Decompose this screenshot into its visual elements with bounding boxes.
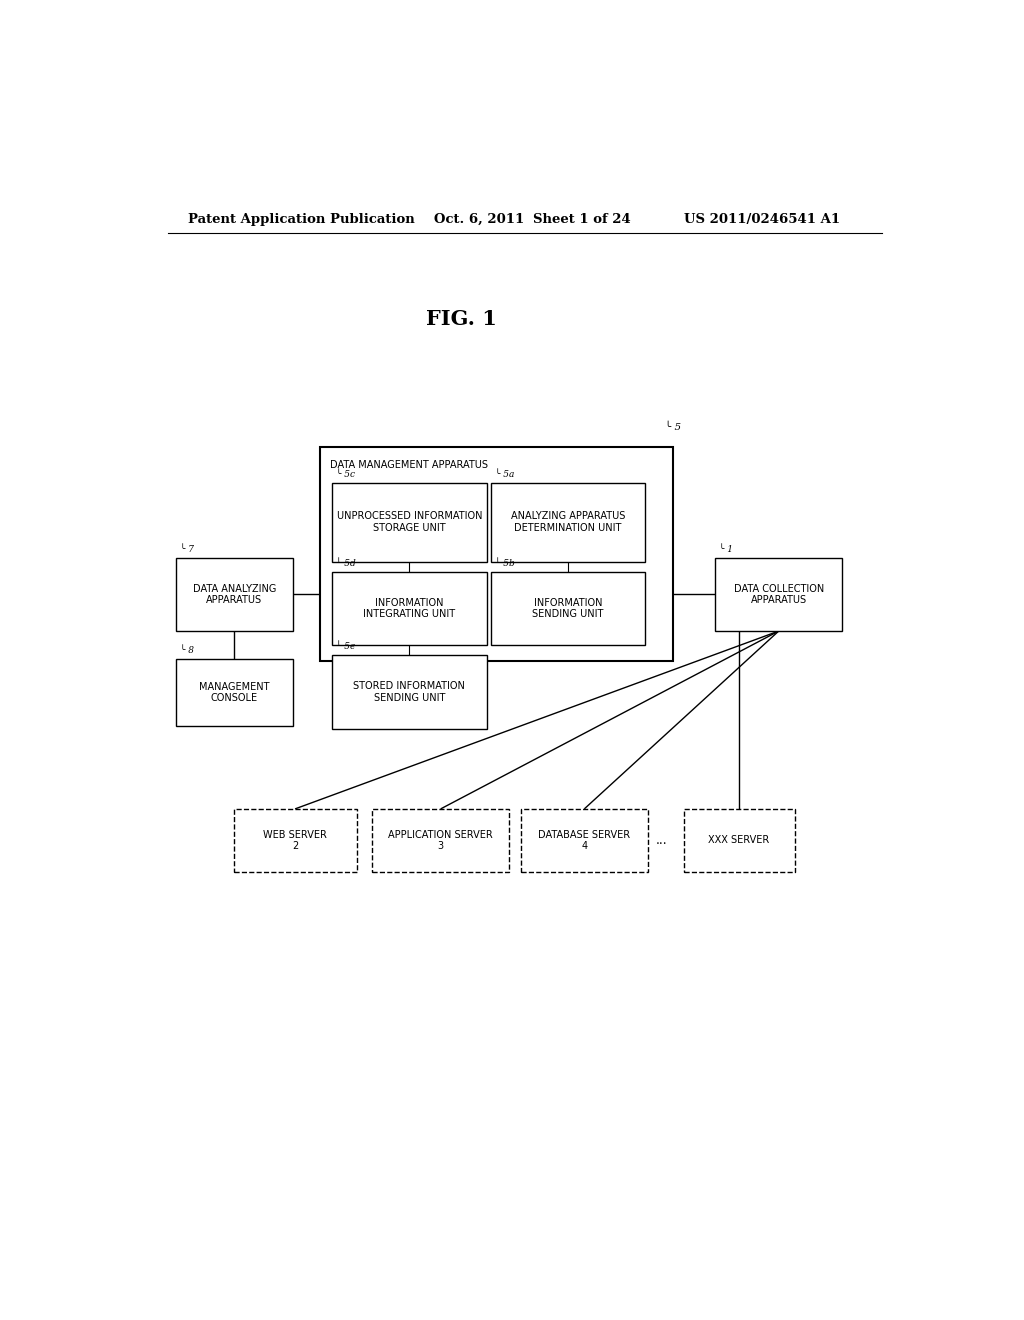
Bar: [521, 809, 648, 873]
Text: ANALYZING APPARATUS
DETERMINATION UNIT: ANALYZING APPARATUS DETERMINATION UNIT: [511, 511, 626, 533]
Text: Oct. 6, 2011: Oct. 6, 2011: [433, 213, 524, 226]
Text: APPLICATION SERVER
3: APPLICATION SERVER 3: [388, 829, 493, 851]
Text: Sheet 1 of 24: Sheet 1 of 24: [532, 213, 631, 226]
Bar: [715, 558, 842, 631]
Bar: [176, 558, 293, 631]
Text: STORED INFORMATION
SENDING UNIT: STORED INFORMATION SENDING UNIT: [353, 681, 465, 702]
Text: DATA COLLECTION
APPARATUS: DATA COLLECTION APPARATUS: [733, 583, 824, 606]
Text: INFORMATION
SENDING UNIT: INFORMATION SENDING UNIT: [532, 598, 604, 619]
Bar: [332, 656, 486, 729]
Text: ╰ 8: ╰ 8: [179, 647, 194, 656]
Text: WEB SERVER
2: WEB SERVER 2: [263, 829, 327, 851]
Text: DATA ANALYZING
APPARATUS: DATA ANALYZING APPARATUS: [193, 583, 276, 606]
Bar: [332, 483, 486, 562]
Text: DATABASE SERVER
4: DATABASE SERVER 4: [539, 829, 631, 851]
Text: XXX SERVER: XXX SERVER: [709, 836, 770, 845]
Text: ╰ 5d: ╰ 5d: [336, 558, 355, 568]
Bar: [490, 483, 645, 562]
Text: ╰ 5: ╰ 5: [666, 422, 681, 432]
Text: INFORMATION
INTEGRATING UNIT: INFORMATION INTEGRATING UNIT: [364, 598, 456, 619]
Text: ╰ 7: ╰ 7: [179, 545, 194, 554]
Text: ...: ...: [655, 834, 667, 847]
Bar: [373, 809, 509, 873]
Text: MANAGEMENT
CONSOLE: MANAGEMENT CONSOLE: [199, 681, 269, 704]
Bar: [176, 660, 293, 726]
Text: ╰ 5b: ╰ 5b: [495, 558, 514, 568]
Bar: [332, 572, 486, 645]
Text: ╰ 5c: ╰ 5c: [336, 470, 355, 479]
Text: ╰ 5e: ╰ 5e: [336, 643, 355, 651]
Text: FIG. 1: FIG. 1: [426, 309, 497, 329]
Bar: [684, 809, 795, 873]
Text: US 2011/0246541 A1: US 2011/0246541 A1: [684, 213, 840, 226]
Text: ╰ 1: ╰ 1: [719, 545, 733, 554]
Text: DATA MANAGEMENT APPARATUS: DATA MANAGEMENT APPARATUS: [330, 461, 487, 470]
Text: UNPROCESSED INFORMATION
STORAGE UNIT: UNPROCESSED INFORMATION STORAGE UNIT: [337, 511, 482, 533]
Bar: [321, 447, 673, 660]
Bar: [233, 809, 356, 873]
Text: Patent Application Publication: Patent Application Publication: [187, 213, 415, 226]
Text: ╰ 5a: ╰ 5a: [495, 470, 514, 479]
Bar: [490, 572, 645, 645]
